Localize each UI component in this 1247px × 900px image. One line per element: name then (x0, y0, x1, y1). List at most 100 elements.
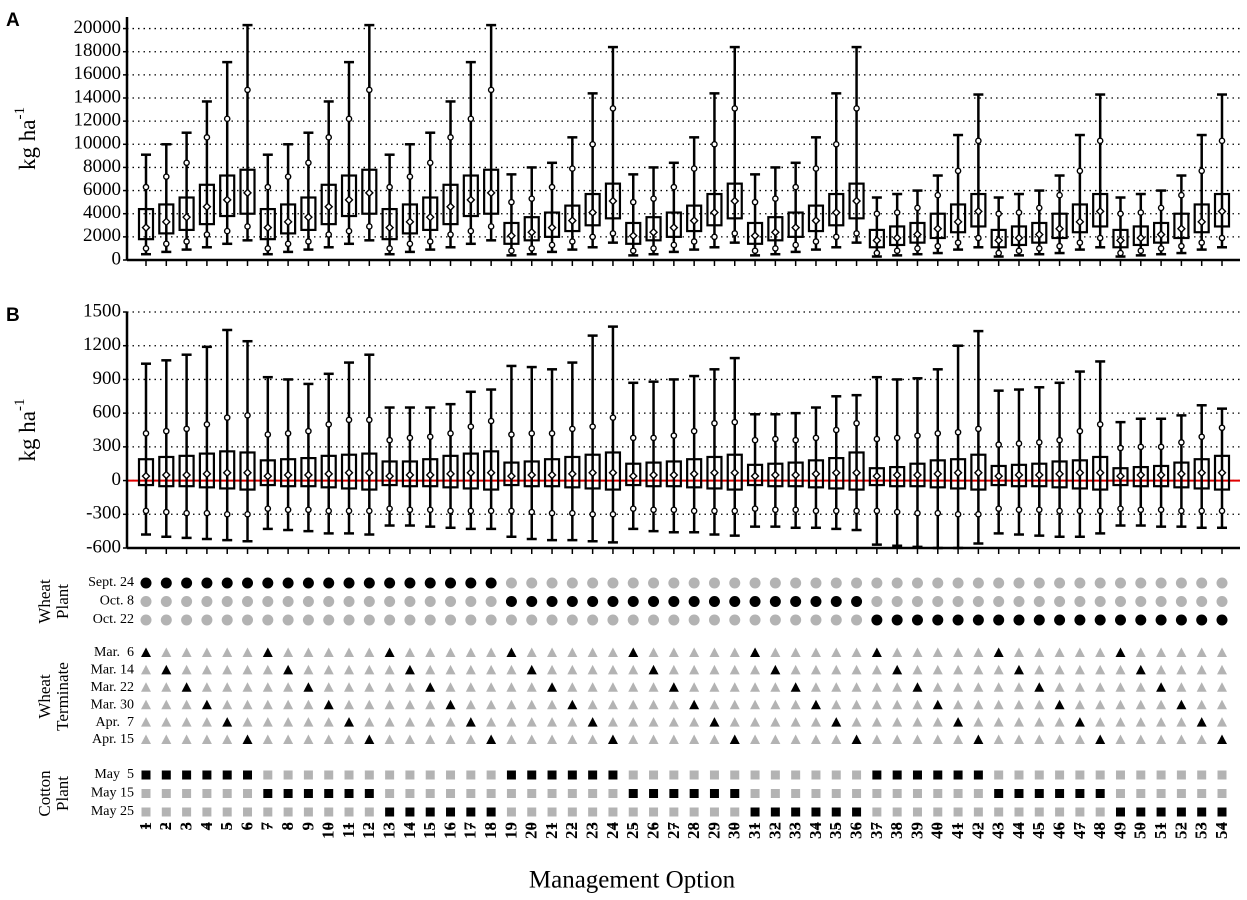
indicator-off (262, 699, 273, 710)
percentile-low (386, 505, 393, 512)
indicator-on (952, 614, 964, 626)
indicator-off (506, 807, 516, 817)
indicator-on (851, 596, 863, 607)
indicator-off (547, 789, 557, 798)
percentile-low (670, 506, 678, 514)
indicator-off (973, 807, 983, 817)
indicator-on (588, 770, 598, 780)
indicator-off (912, 664, 923, 675)
indicator-off (1196, 647, 1207, 657)
indicator-off (871, 577, 883, 589)
indicator-on (1115, 647, 1126, 657)
indicator-on (324, 789, 334, 798)
percentile-low (812, 507, 820, 515)
indicator-off (141, 664, 151, 675)
indicator-off (831, 789, 841, 798)
level-label: Mar. 30 (90, 697, 134, 712)
percentile-low (508, 507, 515, 515)
percentile-high (1076, 167, 1084, 175)
indicator-off (567, 664, 578, 675)
indicator-off (912, 647, 923, 657)
indicator-off (770, 734, 781, 744)
box (868, 467, 885, 487)
box (767, 462, 784, 488)
percentile-high (163, 427, 170, 435)
median (263, 223, 273, 233)
indicator-off (465, 734, 476, 744)
indicator-on (607, 596, 619, 607)
percentile-low (1157, 506, 1165, 514)
indicator-off (1135, 682, 1146, 692)
percentile-high (812, 434, 820, 442)
percentile-low (772, 245, 779, 252)
indicator-on (689, 789, 699, 798)
indicator-on (1014, 789, 1024, 798)
y-axis-label-main: kg ha (15, 120, 40, 170)
indicator-off (1054, 664, 1065, 675)
indicator-on (587, 717, 598, 727)
indicator-off (730, 807, 740, 817)
indicator-off (892, 682, 903, 692)
indicator-off (587, 699, 598, 710)
percentile-low (792, 241, 799, 249)
x-tick-label: 10 (319, 822, 338, 839)
indicator-off (791, 789, 801, 798)
indicator-off (648, 647, 659, 657)
median (973, 468, 983, 478)
indicator-off (1074, 734, 1085, 744)
box (1092, 455, 1109, 491)
indicator-off (830, 577, 842, 589)
indicator-off (1055, 807, 1065, 817)
indicator-off (689, 734, 700, 744)
y-tick-label: 900 (93, 368, 122, 389)
indicator-off (993, 682, 1004, 692)
median (202, 202, 212, 212)
indicator-on (1176, 699, 1187, 710)
percentile-high (203, 421, 211, 428)
x-tick-label: 12 (359, 822, 378, 839)
percentile-low (203, 509, 211, 517)
percentile-high (1076, 427, 1084, 435)
box (1031, 462, 1048, 488)
indicator-off (222, 789, 232, 798)
box (645, 461, 662, 488)
indicator-off (526, 577, 538, 589)
median (973, 206, 983, 216)
indicator-on (1094, 614, 1106, 626)
indicator-off (689, 647, 700, 657)
percentile-low (1076, 239, 1084, 246)
indicator-off (222, 682, 233, 692)
indicator-on (547, 770, 557, 780)
percentile-low (1035, 506, 1043, 514)
x-tick-label: 52 (1171, 822, 1190, 839)
indicator-off (506, 717, 517, 727)
indicator-off (790, 734, 801, 744)
indicator-on (891, 614, 903, 626)
indicator-off (912, 717, 923, 727)
indicator-on (425, 807, 435, 817)
indicator-off (221, 614, 233, 626)
median (811, 469, 821, 479)
percentile-low (1157, 245, 1165, 252)
indicator-on (790, 682, 801, 692)
percentile-high (1035, 204, 1043, 212)
box (483, 168, 500, 215)
percentile-low (934, 509, 942, 517)
percentile-high (447, 430, 454, 437)
box (706, 455, 723, 490)
box (158, 455, 175, 488)
indicator-on (649, 789, 659, 798)
percentile-low (1117, 249, 1124, 257)
indicator-off (547, 647, 558, 657)
median (994, 471, 1004, 481)
level-label: Oct. 22 (93, 612, 134, 627)
percentile-high (731, 105, 739, 112)
box (665, 460, 682, 488)
indicator-off (811, 789, 821, 798)
box (909, 221, 926, 244)
x-tick-label: 15 (420, 822, 439, 839)
box (1152, 464, 1170, 488)
y-tick-label: 16000 (74, 63, 122, 84)
box (828, 456, 845, 490)
indicator-off (526, 699, 537, 710)
